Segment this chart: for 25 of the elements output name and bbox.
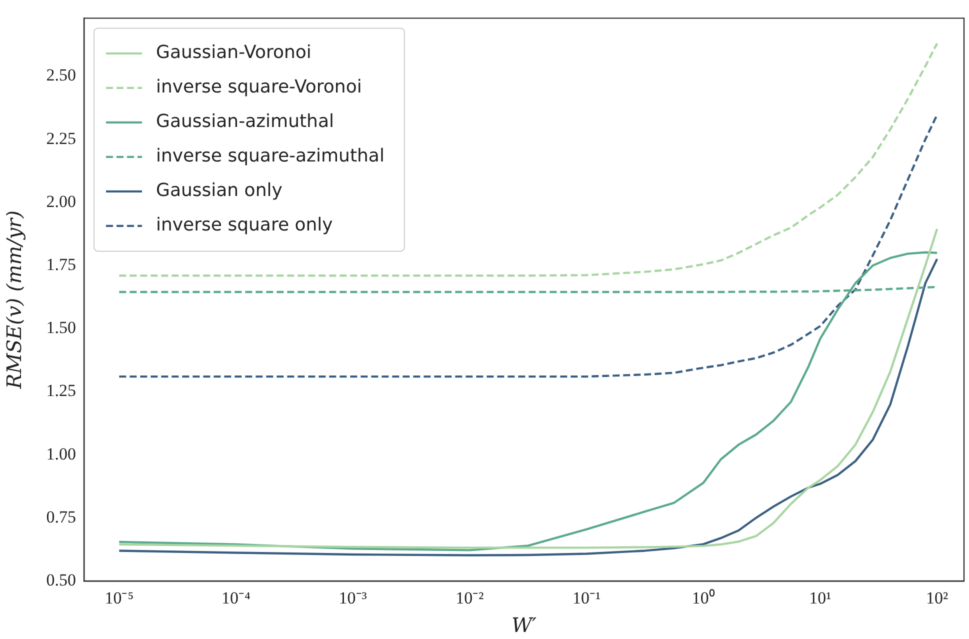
legend-label: Gaussian-azimuthal — [156, 111, 334, 132]
x-tick-label: 10⁻³ — [338, 588, 367, 608]
x-tick-label: 10⁰ — [692, 588, 715, 608]
y-tick-label: 0.75 — [46, 507, 76, 526]
x-axis-title: W′ — [511, 613, 537, 638]
x-tick-label: 10⁻⁴ — [222, 588, 251, 608]
y-axis-title: RMSE(v) (mm/yr) — [2, 210, 26, 390]
x-tick-label: 10⁻¹ — [572, 588, 601, 608]
legend-label: inverse square only — [156, 214, 334, 236]
x-tick-label: 10² — [926, 588, 948, 608]
y-tick-label: 1.25 — [46, 381, 76, 400]
x-tick-label: 10¹ — [809, 588, 832, 608]
x-tick-label: 10⁻⁵ — [104, 588, 134, 608]
x-tick-label: 10⁻² — [456, 588, 484, 608]
legend-label: inverse square-azimuthal — [156, 146, 384, 167]
legend-label: Gaussian-Voronoi — [156, 42, 312, 64]
y-tick-label: 1.00 — [46, 444, 76, 464]
legend-label: inverse square-Voronoi — [156, 76, 362, 98]
y-tick-label: 2.00 — [46, 192, 76, 211]
y-tick-label: 0.50 — [46, 570, 76, 590]
y-tick-label: 2.25 — [46, 128, 76, 148]
legend-label: Gaussian only — [156, 180, 283, 202]
y-tick-label: 1.50 — [46, 318, 76, 338]
y-tick-label: 2.50 — [46, 66, 76, 85]
y-tick-label: 1.75 — [46, 255, 76, 274]
